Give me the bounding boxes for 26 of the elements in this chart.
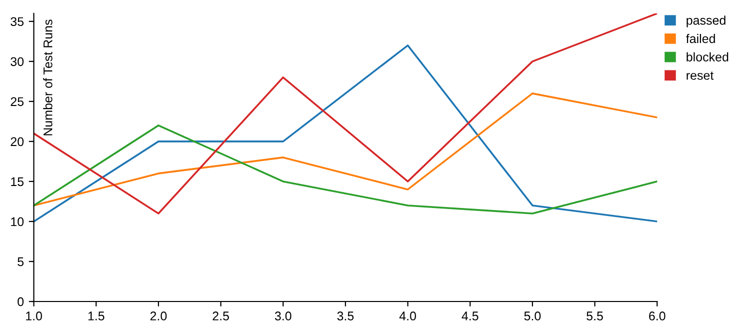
legend-label: passed bbox=[686, 16, 726, 28]
legend-label: failed bbox=[686, 34, 715, 44]
x-tick-label: 5.5 bbox=[586, 312, 603, 320]
y-tick-label: 25 bbox=[10, 97, 24, 106]
legend-label: reset bbox=[686, 72, 714, 80]
line-series bbox=[34, 92, 658, 206]
x-tick-label: 4.0 bbox=[399, 312, 416, 320]
x-tick-label: 1.0 bbox=[26, 312, 42, 320]
y-tick-label: 5 bbox=[18, 257, 24, 266]
y-axis-title: Number of Test Runs bbox=[43, 20, 52, 136]
y-tick-label: 10 bbox=[11, 217, 24, 226]
y-tick-label: 0 bbox=[18, 297, 24, 306]
y-tick-label: 30 bbox=[10, 57, 24, 66]
x-tick-label: 4.5 bbox=[462, 312, 478, 320]
x-tick-label: 6.0 bbox=[649, 312, 666, 320]
x-tick-label: 1.5 bbox=[88, 312, 104, 320]
y-tick-label: 15 bbox=[11, 177, 24, 186]
x-tick-label: 2.0 bbox=[150, 312, 167, 320]
x-tick-label: 5.0 bbox=[524, 312, 541, 320]
x-tick-label: 2.5 bbox=[212, 312, 229, 320]
x-tick-label: 3.0 bbox=[274, 312, 292, 320]
x-tick-label: 3.5 bbox=[337, 312, 354, 320]
legend-label: blocked bbox=[686, 52, 728, 62]
y-tick-label: 35 bbox=[10, 17, 24, 26]
line-series bbox=[34, 13, 658, 214]
y-tick-label: 20 bbox=[10, 137, 24, 146]
